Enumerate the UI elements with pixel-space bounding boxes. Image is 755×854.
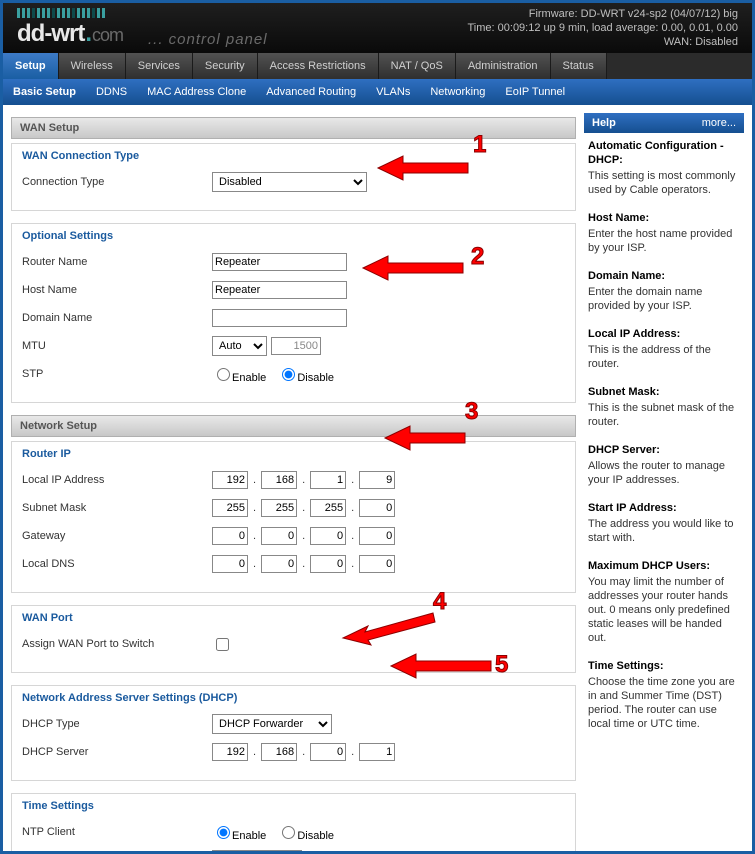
input-domain-name[interactable] — [212, 309, 347, 327]
tab-setup[interactable]: Setup — [3, 53, 59, 79]
help-item: Host Name:Enter the host name provided b… — [588, 211, 740, 255]
tab-administration[interactable]: Administration — [456, 53, 551, 79]
main-tab-bar: SetupWirelessServicesSecurityAccess Rest… — [3, 53, 752, 79]
label-connection-type: Connection Type — [22, 176, 212, 188]
input-mtu-value — [271, 337, 321, 355]
radio-ntp-enable[interactable] — [217, 826, 230, 839]
help-item: Maximum DHCP Users:You may limit the num… — [588, 559, 740, 645]
help-item: Local IP Address:This is the address of … — [588, 327, 740, 371]
label-subnet: Subnet Mask — [22, 502, 212, 514]
input-local-ip-octet-4[interactable] — [359, 471, 395, 489]
label-stp: STP — [22, 368, 212, 380]
input-localdns-octet-2[interactable] — [261, 555, 297, 573]
fieldset-dhcp: Network Address Server Settings (DHCP) D… — [11, 685, 576, 781]
help-more-link[interactable]: more... — [702, 117, 736, 129]
tab-access-restrictions[interactable]: Access Restrictions — [258, 53, 379, 79]
label-gateway: Gateway — [22, 530, 212, 542]
input-dhcp-server-octet-4[interactable] — [359, 743, 395, 761]
input-subnet-octet-4[interactable] — [359, 499, 395, 517]
input-localdns-octet-3[interactable] — [310, 555, 346, 573]
tab-services[interactable]: Services — [126, 53, 193, 79]
tab-security[interactable]: Security — [193, 53, 258, 79]
input-local-ip-octet-3[interactable] — [310, 471, 346, 489]
firmware-info: Firmware: DD-WRT v24-sp2 (04/07/12) big … — [468, 7, 739, 49]
label-mtu: MTU — [22, 340, 212, 352]
radio-ntp-disable[interactable] — [282, 826, 295, 839]
select-connection-type[interactable]: Disabled — [212, 172, 367, 192]
input-subnet-octet-1[interactable] — [212, 499, 248, 517]
fieldset-optional: Optional Settings Router Name Host Name … — [11, 223, 576, 403]
top-bar: dd-wrt.com ... control panel Firmware: D… — [3, 3, 752, 53]
input-localdns-octet-4[interactable] — [359, 555, 395, 573]
section-network-setup: Network Setup — [11, 415, 576, 437]
input-subnet-octet-2[interactable] — [261, 499, 297, 517]
fieldset-wan-connection: WAN Connection Type Connection Type Disa… — [11, 143, 576, 211]
sub-tab-bar: Basic SetupDDNSMAC Address CloneAdvanced… — [3, 79, 752, 105]
label-local-ip: Local IP Address — [22, 474, 212, 486]
label-dhcp-type: DHCP Type — [22, 718, 212, 730]
help-item: Start IP Address:The address you would l… — [588, 501, 740, 545]
fieldset-router-ip: Router IP Local IP Address ... Subnet Ma… — [11, 441, 576, 593]
subtab-ddns[interactable]: DDNS — [86, 79, 137, 105]
input-localdns-octet-1[interactable] — [212, 555, 248, 573]
help-body: Automatic Configuration - DHCP:This sett… — [584, 133, 744, 749]
checkbox-wan-switch[interactable] — [216, 638, 229, 651]
input-gateway-octet-3[interactable] — [310, 527, 346, 545]
fieldset-wan-port: WAN Port Assign WAN Port to Switch — [11, 605, 576, 673]
radio-stp-disable[interactable] — [282, 368, 295, 381]
help-item: Time Settings:Choose the time zone you a… — [588, 659, 740, 731]
radio-stp-enable[interactable] — [217, 368, 230, 381]
label-dhcp-server: DHCP Server — [22, 746, 212, 758]
input-gateway-octet-4[interactable] — [359, 527, 395, 545]
input-local-ip-octet-2[interactable] — [261, 471, 297, 489]
input-dhcp-server-octet-1[interactable] — [212, 743, 248, 761]
label-localdns: Local DNS — [22, 558, 212, 570]
help-item: Domain Name:Enter the domain name provid… — [588, 269, 740, 313]
subtab-advanced-routing[interactable]: Advanced Routing — [256, 79, 366, 105]
input-gateway-octet-1[interactable] — [212, 527, 248, 545]
input-local-ip-octet-1[interactable] — [212, 471, 248, 489]
label-wan-switch: Assign WAN Port to Switch — [22, 638, 212, 650]
tab-nat-qos[interactable]: NAT / QoS — [379, 53, 456, 79]
select-dhcp-type[interactable]: DHCP Forwarder — [212, 714, 332, 734]
subtab-mac-address-clone[interactable]: MAC Address Clone — [137, 79, 256, 105]
input-gateway-octet-2[interactable] — [261, 527, 297, 545]
fieldset-time: Time Settings NTP Client Enable Disable … — [11, 793, 576, 854]
help-header: Help more... — [584, 113, 744, 133]
input-dhcp-server-octet-2[interactable] — [261, 743, 297, 761]
label-router-name: Router Name — [22, 256, 212, 268]
label-domain-name: Domain Name — [22, 312, 212, 324]
help-item: DHCP Server:Allows the router to manage … — [588, 443, 740, 487]
tab-wireless[interactable]: Wireless — [59, 53, 126, 79]
input-dhcp-server-octet-3[interactable] — [310, 743, 346, 761]
section-wan-setup: WAN Setup — [11, 117, 576, 139]
input-host-name[interactable] — [212, 281, 347, 299]
subtab-eoip-tunnel[interactable]: EoIP Tunnel — [495, 79, 575, 105]
label-host-name: Host Name — [22, 284, 212, 296]
tab-status[interactable]: Status — [551, 53, 607, 79]
subtab-networking[interactable]: Networking — [420, 79, 495, 105]
select-mtu-mode[interactable]: Auto — [212, 336, 267, 356]
tagline: ... control panel — [148, 31, 268, 48]
subtab-vlans[interactable]: VLANs — [366, 79, 420, 105]
select-timezone[interactable]: UTC+01:00 — [212, 850, 302, 854]
input-subnet-octet-3[interactable] — [310, 499, 346, 517]
label-ntp: NTP Client — [22, 826, 212, 838]
help-item: Subnet Mask:This is the subnet mask of t… — [588, 385, 740, 429]
subtab-basic-setup[interactable]: Basic Setup — [3, 79, 86, 105]
help-item: Automatic Configuration - DHCP:This sett… — [588, 139, 740, 197]
logo: dd-wrt.com — [17, 20, 123, 48]
input-router-name[interactable] — [212, 253, 347, 271]
